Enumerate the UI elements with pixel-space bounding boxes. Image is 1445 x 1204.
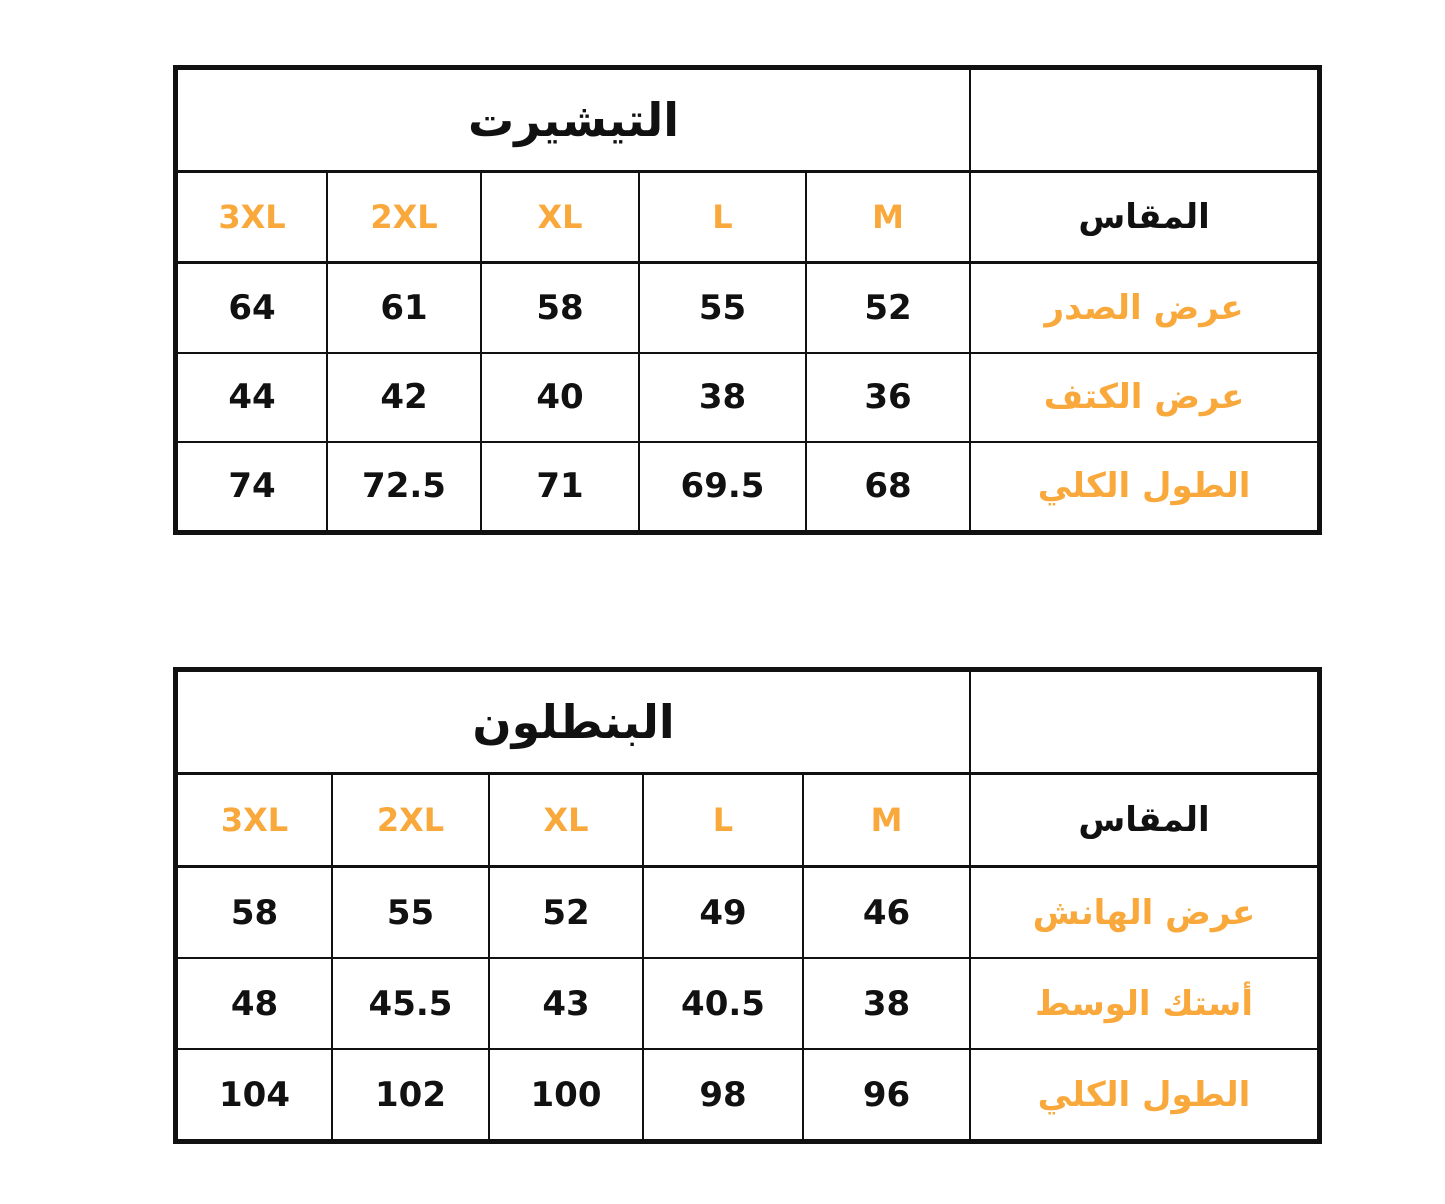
size-header-cell: L bbox=[642, 772, 804, 868]
size-header-cell: 3XL bbox=[176, 170, 328, 265]
table-row: 74 72.5 71 69.5 68 الطول الكلي bbox=[176, 440, 1320, 533]
size-header-cell: XL bbox=[488, 772, 644, 868]
measurement-cell: 68 bbox=[804, 440, 972, 533]
measurement-label: عرض الصدر bbox=[969, 261, 1320, 354]
table-row: 64 61 58 55 52 عرض الصدر bbox=[176, 261, 1320, 354]
measurement-cell: 48 bbox=[176, 957, 333, 1051]
table-row: 104 102 100 98 96 الطول الكلي bbox=[176, 1048, 1319, 1141]
measurement-label: الطول الكلي bbox=[969, 1048, 1319, 1141]
measurement-label: عرض الهانش bbox=[969, 865, 1319, 960]
measurement-cell: 38 bbox=[638, 351, 807, 443]
size-header-cell: 3XL bbox=[176, 772, 333, 868]
size-label-cell: المقاس bbox=[969, 170, 1320, 265]
size-header-row: 3XL 2XL XL L M المقاس bbox=[176, 170, 1320, 265]
measurement-cell: 52 bbox=[488, 865, 644, 960]
measurement-cell: 42 bbox=[326, 351, 482, 443]
measurement-cell: 52 bbox=[804, 261, 972, 354]
measurement-cell: 64 bbox=[176, 261, 328, 354]
measurement-cell: 69.5 bbox=[638, 440, 807, 533]
size-header-cell: M bbox=[802, 772, 971, 868]
table-row: 44 42 40 38 36 عرض الكتف bbox=[176, 351, 1320, 443]
measurement-cell: 71 bbox=[480, 440, 640, 533]
size-label-cell: المقاس bbox=[969, 772, 1319, 868]
measurement-cell: 74 bbox=[176, 440, 328, 533]
measurement-cell: 98 bbox=[642, 1048, 804, 1141]
measurement-label: أستك الوسط bbox=[969, 957, 1319, 1051]
measurement-label: الطول الكلي bbox=[969, 440, 1320, 533]
table-title: البنطلون bbox=[176, 670, 971, 775]
size-header-cell: 2XL bbox=[326, 170, 482, 265]
measurement-cell: 72.5 bbox=[326, 440, 482, 533]
table-title: التيشيرت bbox=[175, 68, 972, 173]
measurement-cell: 61 bbox=[326, 261, 482, 354]
size-header-cell: 2XL bbox=[331, 772, 490, 868]
measurement-cell: 102 bbox=[331, 1048, 490, 1141]
measurement-cell: 58 bbox=[176, 865, 333, 960]
measurement-label: عرض الكتف bbox=[969, 351, 1320, 443]
measurement-cell: 45.5 bbox=[331, 957, 490, 1051]
measurement-cell: 44 bbox=[176, 351, 328, 443]
title-row: البنطلون bbox=[176, 670, 1319, 775]
measurement-cell: 104 bbox=[176, 1048, 333, 1141]
empty-cell bbox=[969, 68, 1320, 173]
measurement-cell: 43 bbox=[488, 957, 644, 1051]
measurement-cell: 46 bbox=[802, 865, 971, 960]
size-header-cell: XL bbox=[480, 170, 640, 265]
table-row: 48 45.5 43 40.5 38 أستك الوسط bbox=[176, 957, 1319, 1051]
pants-size-table: البنطلون 3XL 2XL XL L M المقاس 58 55 52 49 46 عرض ال… bbox=[173, 667, 1322, 1144]
measurement-cell: 36 bbox=[804, 351, 972, 443]
size-header-cell: L bbox=[638, 170, 807, 265]
title-row: التيشيرت bbox=[175, 68, 1320, 173]
size-header-row: 3XL 2XL XL L M المقاس bbox=[176, 772, 1319, 868]
measurement-cell: 100 bbox=[488, 1048, 644, 1141]
measurement-cell: 38 bbox=[802, 957, 971, 1051]
empty-cell bbox=[969, 670, 1319, 775]
measurement-cell: 96 bbox=[802, 1048, 971, 1141]
measurement-cell: 40.5 bbox=[642, 957, 804, 1051]
measurement-cell: 55 bbox=[638, 261, 807, 354]
measurement-cell: 55 bbox=[331, 865, 490, 960]
measurement-cell: 49 bbox=[642, 865, 804, 960]
table-row: 58 55 52 49 46 عرض الهانش bbox=[176, 865, 1319, 960]
tshirt-size-table: التيشيرت 3XL 2XL XL L M المقاس 64 61 58 55 52 عرض ال… bbox=[172, 65, 1323, 535]
size-header-cell: M bbox=[804, 170, 972, 265]
measurement-cell: 58 bbox=[480, 261, 640, 354]
measurement-cell: 40 bbox=[480, 351, 640, 443]
